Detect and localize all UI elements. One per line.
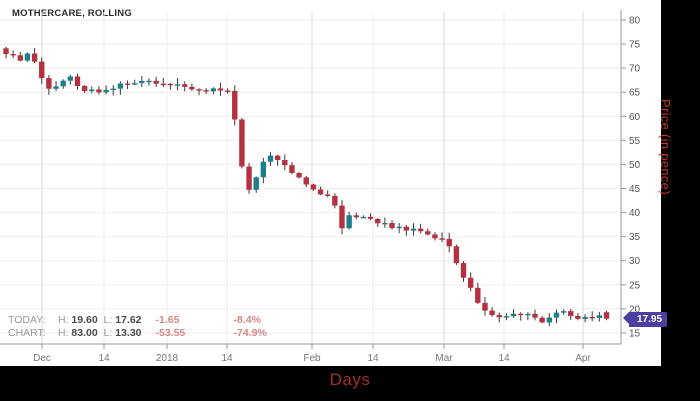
svg-text:14: 14 [498, 353, 510, 364]
svg-text:80: 80 [629, 16, 641, 27]
svg-text:Feb: Feb [303, 353, 321, 364]
svg-text:Apr: Apr [575, 353, 591, 364]
svg-text:75: 75 [629, 40, 641, 51]
svg-text:14: 14 [98, 353, 110, 364]
svg-text:30: 30 [629, 256, 641, 267]
svg-text:50: 50 [629, 160, 641, 171]
svg-text:45: 45 [629, 184, 641, 195]
svg-text:55: 55 [629, 136, 641, 147]
svg-text:60: 60 [629, 112, 641, 123]
svg-text:25: 25 [629, 280, 641, 291]
svg-text:70: 70 [629, 64, 641, 75]
svg-text:Dec: Dec [33, 353, 51, 364]
svg-text:15: 15 [629, 328, 641, 339]
svg-text:Mar: Mar [435, 353, 453, 364]
svg-text:14: 14 [221, 353, 233, 364]
svg-text:14: 14 [367, 353, 379, 364]
svg-text:2018: 2018 [156, 353, 179, 364]
svg-text:35: 35 [629, 232, 641, 243]
svg-text:40: 40 [629, 208, 641, 219]
svg-text:65: 65 [629, 88, 641, 99]
